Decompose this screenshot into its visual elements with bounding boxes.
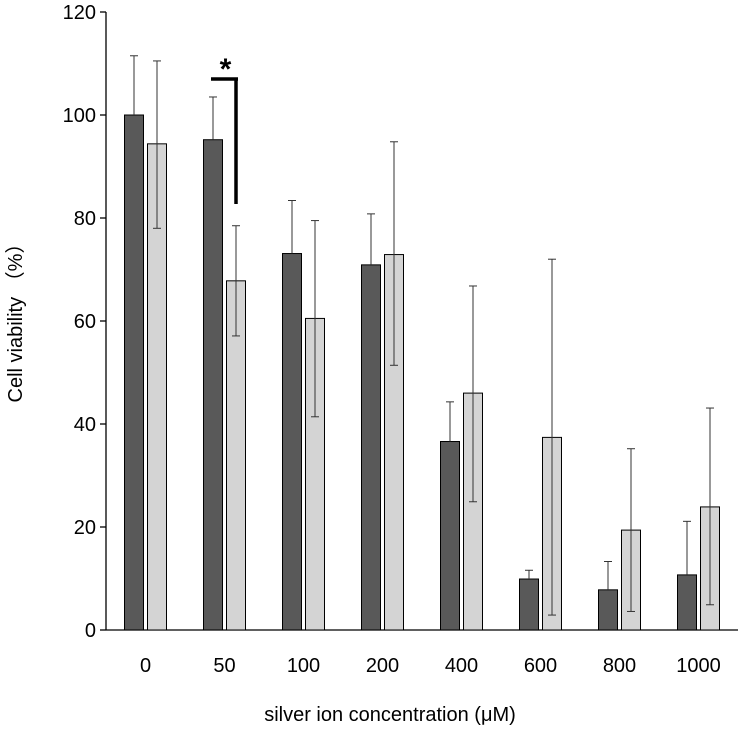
bar-series1 [282, 253, 302, 631]
bars [124, 114, 720, 631]
bar-series1 [598, 589, 618, 631]
y-tick-label: 20 [74, 517, 96, 539]
y-tick-label: 80 [74, 208, 96, 230]
y-tick-label: 100 [63, 105, 96, 127]
x-axis: 0 50 100 200 400 600 800 1000 [106, 629, 738, 677]
bar-series1 [519, 578, 539, 631]
bar-series1 [124, 114, 144, 631]
x-tick-label: 1000 [676, 655, 721, 677]
x-tick-label: 800 [603, 655, 636, 677]
significance-star: * [220, 53, 232, 86]
x-tick-label: 100 [287, 655, 320, 677]
y-tick-label: 0 [85, 620, 96, 642]
bar-series1 [203, 139, 223, 631]
x-tick-label: 400 [445, 655, 478, 677]
y-axis: 0 20 40 60 80 100 120 [63, 2, 107, 642]
significance-annotation: * [211, 53, 238, 204]
x-axis-title: silver ion concentration (μM) [264, 704, 516, 726]
bar-series1 [677, 574, 697, 631]
y-tick-label: 60 [74, 311, 96, 333]
y-tick-label: 120 [63, 2, 96, 24]
x-tick-label: 600 [524, 655, 557, 677]
y-axis-title: Cell viability （%） [4, 234, 27, 403]
x-tick-label: 0 [140, 655, 151, 677]
bar-series1 [361, 264, 381, 631]
y-tick-label: 40 [74, 414, 96, 436]
error-bars [130, 55, 714, 616]
bar-series1 [440, 441, 460, 631]
x-tick-label: 50 [213, 655, 235, 677]
x-tick-label: 200 [366, 655, 399, 677]
